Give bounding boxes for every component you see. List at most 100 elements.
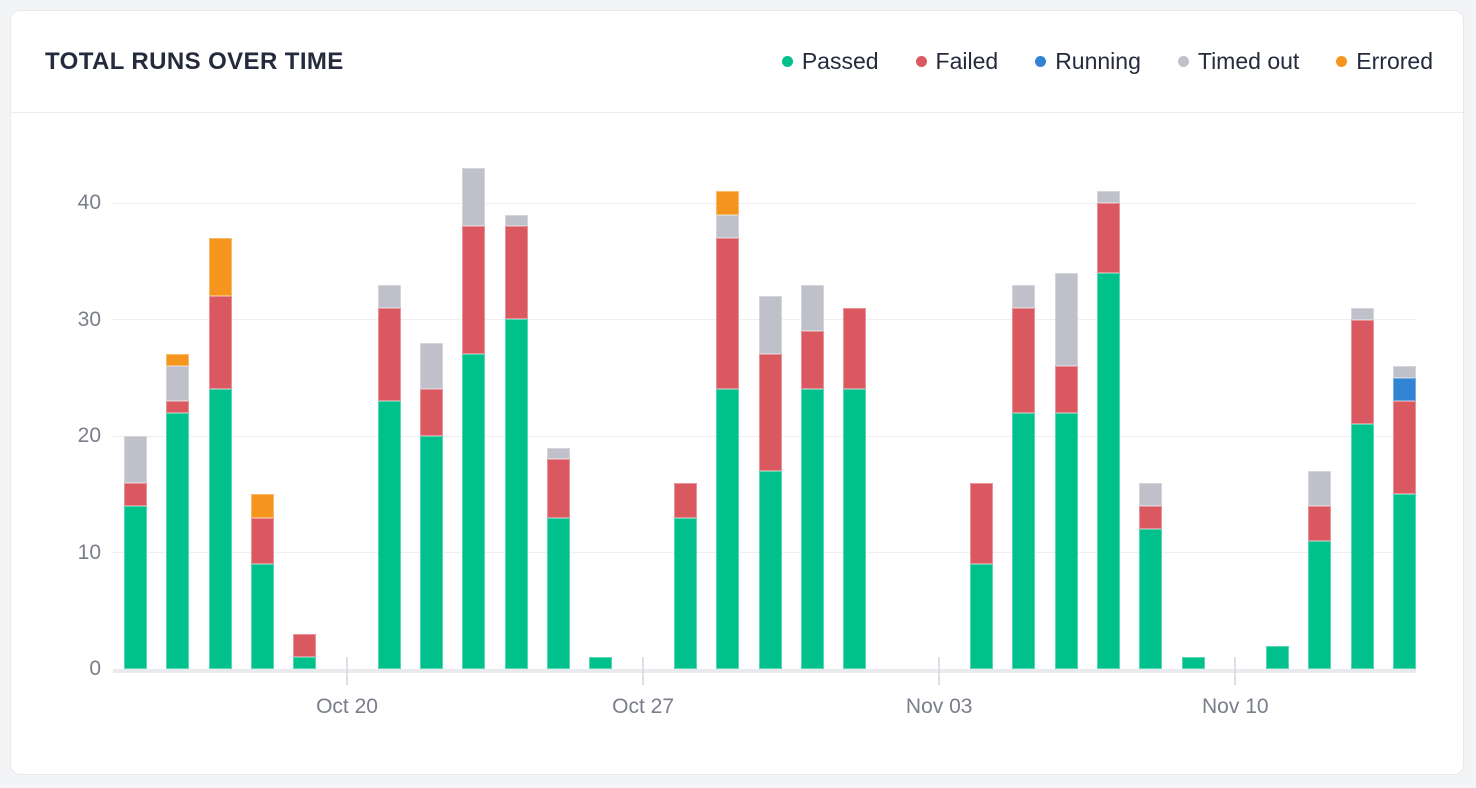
bar-segment-passed[interactable] xyxy=(377,401,401,669)
bar-segment-failed[interactable] xyxy=(1054,366,1078,413)
bar-nov-11[interactable] xyxy=(1266,645,1290,669)
bar-segment-failed[interactable] xyxy=(716,237,740,390)
bar-segment-passed[interactable] xyxy=(1308,540,1332,669)
bar-segment-timed-out[interactable] xyxy=(1054,272,1078,367)
bar-oct-28[interactable] xyxy=(673,482,697,669)
bar-segment-failed[interactable] xyxy=(420,389,444,436)
bar-segment-running[interactable] xyxy=(1393,377,1416,402)
bar-segment-failed[interactable] xyxy=(1139,505,1163,530)
bar-nov-08[interactable] xyxy=(1139,482,1163,669)
bar-nov-06[interactable] xyxy=(1054,272,1078,669)
bar-segment-passed[interactable] xyxy=(800,389,824,669)
bar-oct-29[interactable] xyxy=(716,191,740,669)
bar-segment-timed-out[interactable] xyxy=(1350,307,1374,320)
bar-segment-timed-out[interactable] xyxy=(1012,284,1036,308)
bar-segment-passed[interactable] xyxy=(716,389,740,669)
bar-segment-failed[interactable] xyxy=(970,482,993,565)
bar-segment-passed[interactable] xyxy=(1096,272,1120,669)
bar-nov-09[interactable] xyxy=(1181,657,1205,669)
bar-oct-18[interactable] xyxy=(250,494,274,669)
bar-segment-passed[interactable] xyxy=(1054,412,1078,669)
bar-nov-05[interactable] xyxy=(1012,284,1036,669)
bar-segment-failed[interactable] xyxy=(800,331,824,390)
bar-segment-timed-out[interactable] xyxy=(716,214,740,238)
bar-oct-25[interactable] xyxy=(547,447,570,669)
legend-item-failed[interactable]: Failed xyxy=(915,48,998,75)
bar-segment-timed-out[interactable] xyxy=(758,296,782,355)
bar-segment-failed[interactable] xyxy=(1012,307,1036,413)
bar-segment-passed[interactable] xyxy=(970,564,993,669)
legend-item-running[interactable]: Running xyxy=(1035,48,1141,75)
bar-segment-failed[interactable] xyxy=(250,517,274,565)
bar-segment-timed-out[interactable] xyxy=(1139,482,1163,506)
bar-segment-passed[interactable] xyxy=(1350,424,1374,669)
bar-segment-passed[interactable] xyxy=(293,657,317,669)
bar-segment-passed[interactable] xyxy=(1393,494,1416,669)
bar-oct-23[interactable] xyxy=(462,168,486,669)
bar-oct-17[interactable] xyxy=(208,237,232,669)
bar-segment-failed[interactable] xyxy=(208,296,232,390)
bar-segment-passed[interactable] xyxy=(462,354,486,669)
bar-segment-passed[interactable] xyxy=(843,389,867,669)
bar-segment-failed[interactable] xyxy=(1393,401,1416,495)
bar-segment-failed[interactable] xyxy=(504,226,528,320)
bar-segment-passed[interactable] xyxy=(166,412,190,669)
bar-segment-timed-out[interactable] xyxy=(1393,366,1416,378)
bar-segment-passed[interactable] xyxy=(589,657,613,669)
bar-segment-passed[interactable] xyxy=(420,435,444,669)
bar-nov-01[interactable] xyxy=(843,307,867,669)
bar-segment-failed[interactable] xyxy=(1308,505,1332,541)
bar-oct-31[interactable] xyxy=(800,284,824,669)
bar-segment-passed[interactable] xyxy=(208,389,232,669)
bar-segment-timed-out[interactable] xyxy=(504,214,528,227)
bar-segment-failed[interactable] xyxy=(1096,203,1120,273)
bar-segment-timed-out[interactable] xyxy=(124,436,147,483)
bar-nov-12[interactable] xyxy=(1308,470,1332,669)
bar-segment-timed-out[interactable] xyxy=(377,284,401,308)
bar-oct-19[interactable] xyxy=(293,634,317,669)
legend-item-timed-out[interactable]: Timed out xyxy=(1177,48,1299,75)
bar-segment-passed[interactable] xyxy=(250,564,274,669)
bar-segment-failed[interactable] xyxy=(547,459,570,518)
bar-segment-errored[interactable] xyxy=(166,354,190,367)
bar-segment-passed[interactable] xyxy=(1266,645,1290,669)
bar-segment-failed[interactable] xyxy=(673,482,697,518)
bar-segment-failed[interactable] xyxy=(166,401,190,413)
bar-nov-04[interactable] xyxy=(970,482,993,669)
bar-segment-failed[interactable] xyxy=(758,354,782,471)
bar-segment-passed[interactable] xyxy=(1139,529,1163,669)
bar-segment-timed-out[interactable] xyxy=(166,366,190,402)
bar-segment-passed[interactable] xyxy=(1181,657,1205,669)
bar-nov-07[interactable] xyxy=(1096,191,1120,669)
bar-oct-26[interactable] xyxy=(589,657,613,669)
bar-oct-22[interactable] xyxy=(420,342,444,669)
bar-segment-failed[interactable] xyxy=(293,634,317,658)
bar-segment-timed-out[interactable] xyxy=(1096,191,1120,203)
bar-segment-timed-out[interactable] xyxy=(420,342,444,390)
bar-segment-passed[interactable] xyxy=(673,517,697,669)
bar-segment-passed[interactable] xyxy=(1012,412,1036,669)
bar-segment-failed[interactable] xyxy=(377,307,401,402)
bar-segment-failed[interactable] xyxy=(462,226,486,355)
bar-segment-passed[interactable] xyxy=(504,319,528,669)
bar-nov-13[interactable] xyxy=(1350,307,1374,669)
bar-oct-16[interactable] xyxy=(166,354,190,669)
bar-segment-errored[interactable] xyxy=(250,494,274,518)
bar-segment-failed[interactable] xyxy=(843,307,867,390)
bar-segment-passed[interactable] xyxy=(547,517,570,669)
bar-segment-timed-out[interactable] xyxy=(1308,470,1332,506)
bar-oct-21[interactable] xyxy=(377,284,401,669)
bar-segment-failed[interactable] xyxy=(124,482,147,506)
legend-item-passed[interactable]: Passed xyxy=(781,48,879,75)
bar-nov-14[interactable] xyxy=(1393,366,1416,669)
bar-segment-timed-out[interactable] xyxy=(547,447,570,460)
bar-oct-24[interactable] xyxy=(504,214,528,669)
legend-item-errored[interactable]: Errored xyxy=(1336,48,1433,75)
bar-segment-passed[interactable] xyxy=(758,470,782,669)
bar-segment-errored[interactable] xyxy=(208,237,232,297)
bar-segment-failed[interactable] xyxy=(1350,319,1374,425)
bar-segment-errored[interactable] xyxy=(716,191,740,215)
bar-oct-30[interactable] xyxy=(758,296,782,669)
bar-oct-15[interactable] xyxy=(124,436,147,669)
bar-segment-timed-out[interactable] xyxy=(462,168,486,227)
